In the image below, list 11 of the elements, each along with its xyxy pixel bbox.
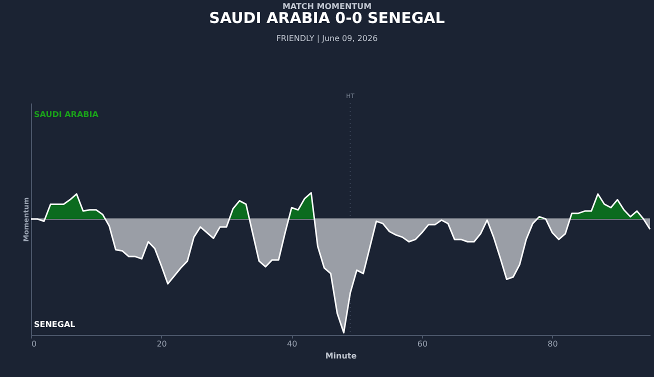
x-tick-label: 20 xyxy=(156,340,167,348)
annotation: SENEGAL xyxy=(34,320,76,329)
text: SAUDI ARABIA xyxy=(34,110,100,119)
x-tick-label: 60 xyxy=(417,340,428,348)
text: MATCH MOMENTUM xyxy=(282,2,372,11)
x-tick-label: 40 xyxy=(287,340,298,348)
x-axis-title: Minute xyxy=(325,352,358,360)
chart-title: SAUDI ARABIA 0-0 SENEGAL xyxy=(209,9,446,27)
chart-subtitle: FRIENDLY | June 09, 2026 xyxy=(276,34,378,43)
x-tick-label: 80 xyxy=(548,340,558,348)
x-tick-label: 0 xyxy=(32,340,37,348)
